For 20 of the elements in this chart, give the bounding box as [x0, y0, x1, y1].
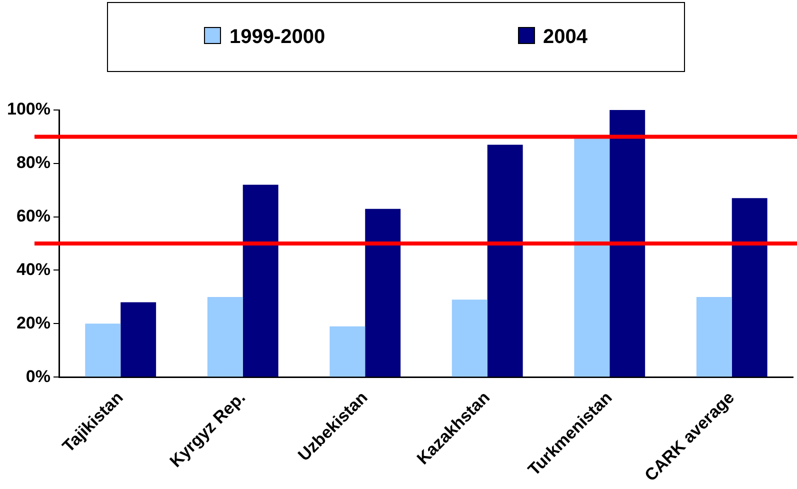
bar: [487, 144, 523, 377]
y-tick-label: 60%: [16, 206, 50, 226]
bar: [242, 184, 278, 377]
bar: [696, 296, 732, 377]
bar: [120, 302, 156, 377]
bar: [85, 324, 121, 377]
bar: [610, 110, 646, 377]
bar: [452, 300, 488, 377]
y-tick-label: 40%: [16, 260, 50, 279]
legend-label: 1999-2000: [228, 26, 326, 48]
legend-label: 2004: [542, 26, 588, 48]
y-tick-label: 20%: [16, 313, 50, 332]
bar: [330, 326, 366, 377]
y-tick-label: 80%: [16, 153, 50, 172]
y-tick-label: 0%: [26, 366, 50, 386]
y-tick-label: 100%: [6, 100, 50, 119]
bar: [574, 136, 610, 377]
bar: [732, 198, 768, 377]
bar: [365, 208, 401, 377]
bar: [207, 296, 243, 377]
